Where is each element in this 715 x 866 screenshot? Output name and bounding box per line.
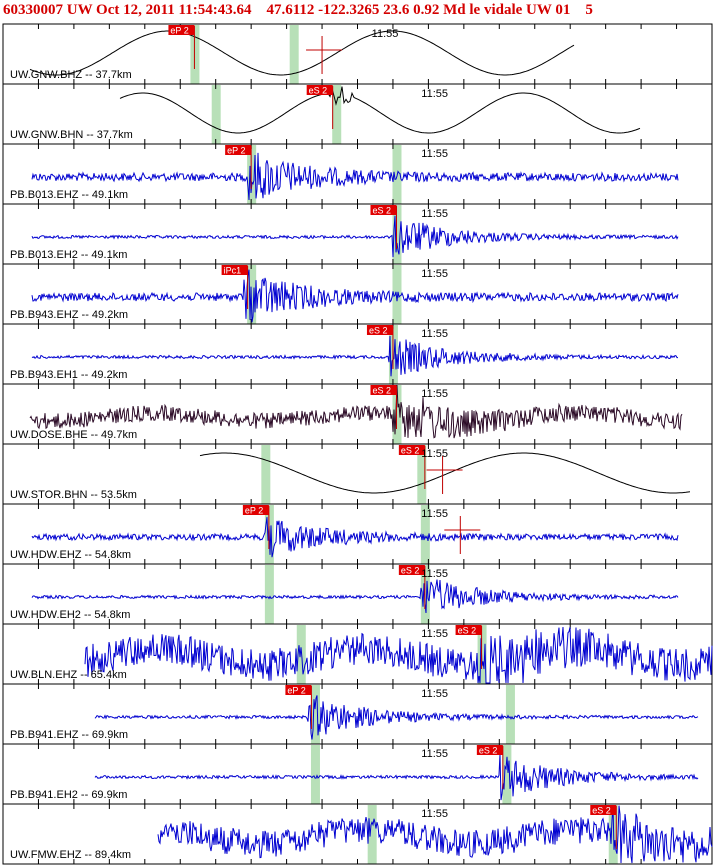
pick-label-box[interactable]	[221, 265, 248, 275]
station-label: PB.B941.EHZ -- 69.9km	[10, 729, 128, 741]
time-label: 11:55	[421, 748, 448, 760]
pick-label-box[interactable]	[370, 385, 397, 395]
waveform	[94, 695, 699, 740]
pick-label-box[interactable]	[590, 805, 617, 815]
phase-window	[310, 745, 320, 804]
phase-window	[392, 265, 402, 324]
pick-label-box[interactable]	[370, 205, 397, 215]
pick-label-box[interactable]	[398, 565, 425, 575]
pick-label[interactable]: eS 2	[401, 446, 420, 456]
pick-label-box[interactable]	[168, 25, 195, 35]
time-label: 11:55	[421, 808, 448, 820]
pick-label[interactable]: eP 2	[245, 506, 263, 516]
event-summary-text: 60330007 UW Oct 12, 2011 11:54:43.64 47.…	[3, 2, 593, 18]
phase-window	[332, 85, 342, 144]
waveform	[31, 335, 678, 377]
time-label: 11:55	[421, 208, 448, 220]
waveform	[31, 152, 679, 201]
station-label: PB.B943.EHZ -- 49.2km	[10, 309, 128, 321]
time-label: 11:55	[421, 88, 448, 100]
time-label: 11:55	[421, 568, 448, 580]
waveform	[31, 579, 679, 614]
event-header: 60330007 UW Oct 12, 2011 11:54:43.64 47.…	[0, 0, 715, 24]
station-label: UW.BLN.EHZ -- 65.4km	[10, 669, 127, 681]
waveform	[29, 384, 683, 439]
phase-window	[367, 805, 377, 864]
pick-label[interactable]: eS 2	[372, 386, 391, 396]
phase-window	[420, 505, 430, 564]
pick-label[interactable]: eP 2	[170, 26, 188, 36]
waveform	[157, 804, 713, 864]
phase-window	[211, 85, 221, 144]
pick-label[interactable]: eS 2	[369, 326, 388, 336]
pick-label[interactable]: eS 2	[458, 626, 477, 636]
phase-window	[417, 445, 427, 504]
waveform	[29, 30, 575, 76]
station-label: UW.HDW.EHZ -- 54.8km	[10, 549, 131, 561]
station-label: PB.B013.EH2 -- 49.1km	[10, 249, 127, 261]
station-label: PB.B013.EHZ -- 49.1km	[10, 189, 128, 201]
station-label: UW.GNW.BHZ -- 37.7km	[10, 69, 132, 81]
time-label: 11:55	[372, 28, 399, 40]
waveform	[119, 86, 641, 134]
pick-label[interactable]: iPc1	[224, 266, 242, 276]
pick-label[interactable]: eP 2	[287, 686, 305, 696]
pick-label-box[interactable]	[242, 505, 269, 515]
station-label: UW.STOR.BHN -- 53.5km	[10, 489, 137, 501]
time-label: 11:55	[421, 448, 448, 460]
station-label: UW.FMW.EHZ -- 89.4km	[10, 849, 131, 861]
station-label: PB.B941.EH2 -- 69.9km	[10, 789, 127, 801]
waveform	[31, 269, 679, 323]
pick-label[interactable]: eS 2	[372, 206, 391, 216]
pick-label[interactable]: eS 2	[401, 566, 420, 576]
time-label: 11:55	[421, 508, 448, 520]
pick-label-box[interactable]	[476, 745, 503, 755]
station-label: UW.DOSE.BHE -- 49.7km	[10, 429, 137, 441]
pick-label-box[interactable]	[306, 85, 333, 95]
phase-window	[502, 745, 512, 804]
pick-label-box[interactable]	[366, 325, 393, 335]
phase-window	[289, 25, 299, 84]
time-label: 11:55	[421, 328, 448, 340]
pick-label[interactable]: eS 2	[309, 86, 328, 96]
pick-label-box[interactable]	[398, 445, 425, 455]
waveform	[31, 215, 679, 258]
waveform	[94, 753, 699, 801]
time-label: 11:55	[421, 268, 448, 280]
station-label: PB.B943.EH1 -- 49.2km	[10, 369, 127, 381]
time-label: 11:55	[421, 148, 448, 160]
pick-label[interactable]: eS 2	[479, 746, 498, 756]
phase-window	[264, 565, 274, 624]
station-label: UW.HDW.EH2 -- 54.8km	[10, 609, 130, 621]
waveform	[84, 626, 713, 684]
pick-label[interactable]: eP 2	[227, 146, 245, 156]
time-label: 11:55	[421, 628, 448, 640]
time-label: 11:55	[421, 688, 448, 700]
pick-label-box[interactable]	[285, 685, 312, 695]
station-label: UW.GNW.BHN -- 37.7km	[10, 129, 133, 141]
waveform	[31, 517, 679, 558]
pick-label-box[interactable]	[455, 625, 482, 635]
phase-window	[310, 685, 320, 744]
waveform	[199, 452, 691, 494]
time-label: 11:55	[421, 388, 448, 400]
pick-label-box[interactable]	[225, 145, 252, 155]
phase-window	[261, 445, 271, 504]
phase-window	[505, 685, 515, 744]
pick-label[interactable]: eS 2	[592, 806, 611, 816]
